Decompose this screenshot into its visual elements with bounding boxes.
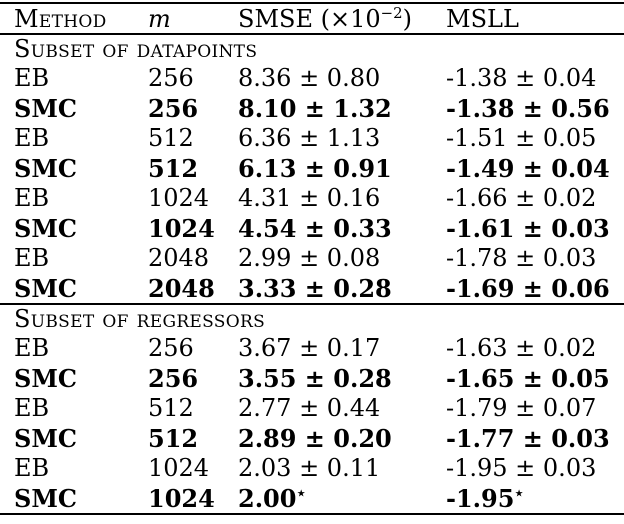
msll-cell: -1.65 ± 0.05 xyxy=(446,363,610,393)
method-cell: SMC xyxy=(14,273,77,303)
table-row: SMC 512 2.89 ± 0.20 -1.77 ± 0.03 xyxy=(0,423,624,453)
header-divider-rule xyxy=(0,33,624,35)
msll-column-header: MSLL xyxy=(446,4,519,33)
table-row: SMC 256 8.10 ± 1.32 -1.38 ± 0.56 xyxy=(0,93,624,123)
m-cell: 1024 xyxy=(148,213,215,243)
smse-value: 2.00 xyxy=(238,483,297,513)
msll-cell: -1.95⋆ xyxy=(446,484,624,513)
smse-cell: 4.54 ± 0.33 xyxy=(238,213,392,243)
smse-header-exponent: −2 xyxy=(380,3,403,22)
msll-cell: -1.51 ± 0.05 xyxy=(446,124,597,152)
m-cell: 256 xyxy=(148,363,199,393)
smse-cell: 3.55 ± 0.28 xyxy=(238,363,392,393)
m-cell: 512 xyxy=(148,124,194,152)
method-cell: EB xyxy=(14,124,50,152)
msll-cell: -1.95 ± 0.03 xyxy=(446,454,597,482)
section-divider-rule xyxy=(0,303,624,305)
m-cell: 512 xyxy=(148,153,199,183)
section-title: Subset of datapoints xyxy=(14,35,258,63)
msll-cell: -1.79 ± 0.07 xyxy=(446,394,597,422)
smse-cell: 6.13 ± 0.91 xyxy=(238,153,392,183)
method-cell: SMC xyxy=(14,423,77,453)
smse-cell: 2.77 ± 0.44 xyxy=(238,394,381,422)
method-cell: SMC xyxy=(14,93,77,123)
table-row: EB 512 2.77 ± 0.44 -1.79 ± 0.07 xyxy=(0,393,624,423)
star-superscript: ⋆ xyxy=(296,483,306,502)
smse-cell: 2.99 ± 0.08 xyxy=(238,244,381,272)
m-column-header: m xyxy=(148,4,171,33)
m-cell: 512 xyxy=(148,423,199,453)
section-header-regressors: Subset of regressors xyxy=(0,305,624,333)
m-cell: 1024 xyxy=(148,483,215,513)
table-row: SMC 256 3.55 ± 0.28 -1.65 ± 0.05 xyxy=(0,363,624,393)
m-cell: 512 xyxy=(148,394,194,422)
table-bottom-rule xyxy=(0,513,624,515)
section-title: Subset of regressors xyxy=(14,305,266,333)
msll-cell: -1.61 ± 0.03 xyxy=(446,213,610,243)
star-superscript: ⋆ xyxy=(514,483,524,502)
msll-cell: -1.49 ± 0.04 xyxy=(446,153,610,183)
table-row: EB 1024 4.31 ± 0.16 -1.66 ± 0.02 xyxy=(0,183,624,213)
table-row: EB 2048 2.99 ± 0.08 -1.78 ± 0.03 xyxy=(0,243,624,273)
smse-cell: 8.36 ± 0.80 xyxy=(238,64,381,92)
msll-cell: -1.38 ± 0.04 xyxy=(446,64,597,92)
smse-cell: 4.31 ± 0.16 xyxy=(238,184,381,212)
msll-cell: -1.63 ± 0.02 xyxy=(446,334,597,362)
msll-cell: -1.69 ± 0.06 xyxy=(446,273,610,303)
smse-header-close-paren: ) xyxy=(402,4,412,33)
table-row: EB 256 3.67 ± 0.17 -1.63 ± 0.02 xyxy=(0,333,624,363)
m-cell: 1024 xyxy=(148,454,210,482)
smse-header-text: SMSE (×10 xyxy=(238,4,381,33)
method-cell: SMC xyxy=(14,363,77,393)
table-row: EB 512 6.36 ± 1.13 -1.51 ± 0.05 xyxy=(0,123,624,153)
msll-cell: -1.77 ± 0.03 xyxy=(446,423,610,453)
method-cell: SMC xyxy=(14,483,77,513)
section-header-datapoints: Subset of datapoints xyxy=(0,35,624,63)
table-row: EB 1024 2.03 ± 0.11 -1.95 ± 0.03 xyxy=(0,453,624,483)
smse-cell: 2.89 ± 0.20 xyxy=(238,423,392,453)
m-cell: 256 xyxy=(148,334,194,362)
table-row: EB 256 8.36 ± 0.80 -1.38 ± 0.04 xyxy=(0,63,624,93)
table-header-row: Method m SMSE (×10−2) MSLL xyxy=(0,4,624,33)
method-column-header: Method xyxy=(14,4,107,33)
method-cell: SMC xyxy=(14,153,77,183)
table-row: SMC 2048 3.33 ± 0.28 -1.69 ± 0.06 xyxy=(0,273,624,303)
msll-cell: -1.78 ± 0.03 xyxy=(446,244,597,272)
method-cell: SMC xyxy=(14,213,77,243)
table-row: SMC 1024 2.00⋆ -1.95⋆ xyxy=(0,483,624,513)
m-cell: 256 xyxy=(148,93,199,123)
m-cell: 1024 xyxy=(148,184,210,212)
smse-cell: 3.67 ± 0.17 xyxy=(238,334,381,362)
table-row: SMC 1024 4.54 ± 0.33 -1.61 ± 0.03 xyxy=(0,213,624,243)
m-cell: 2048 xyxy=(148,244,210,272)
smse-cell: 2.00⋆ xyxy=(238,484,446,513)
msll-cell: -1.38 ± 0.56 xyxy=(446,93,610,123)
msll-value: -1.95 xyxy=(446,483,515,513)
method-cell: EB xyxy=(14,64,50,92)
smse-column-header: SMSE (×10−2) xyxy=(238,5,446,33)
m-cell: 2048 xyxy=(148,273,215,303)
smse-cell: 2.03 ± 0.11 xyxy=(238,454,381,482)
smse-cell: 8.10 ± 1.32 xyxy=(238,93,392,123)
table-top-rule xyxy=(0,2,624,4)
smse-cell: 3.33 ± 0.28 xyxy=(238,273,392,303)
method-cell: EB xyxy=(14,454,50,482)
msll-cell: -1.66 ± 0.02 xyxy=(446,184,597,212)
method-cell: EB xyxy=(14,394,50,422)
smse-cell: 6.36 ± 1.13 xyxy=(238,124,381,152)
method-cell: EB xyxy=(14,244,50,272)
method-cell: EB xyxy=(14,334,50,362)
table-row: SMC 512 6.13 ± 0.91 -1.49 ± 0.04 xyxy=(0,153,624,183)
method-cell: EB xyxy=(14,184,50,212)
m-cell: 256 xyxy=(148,64,194,92)
